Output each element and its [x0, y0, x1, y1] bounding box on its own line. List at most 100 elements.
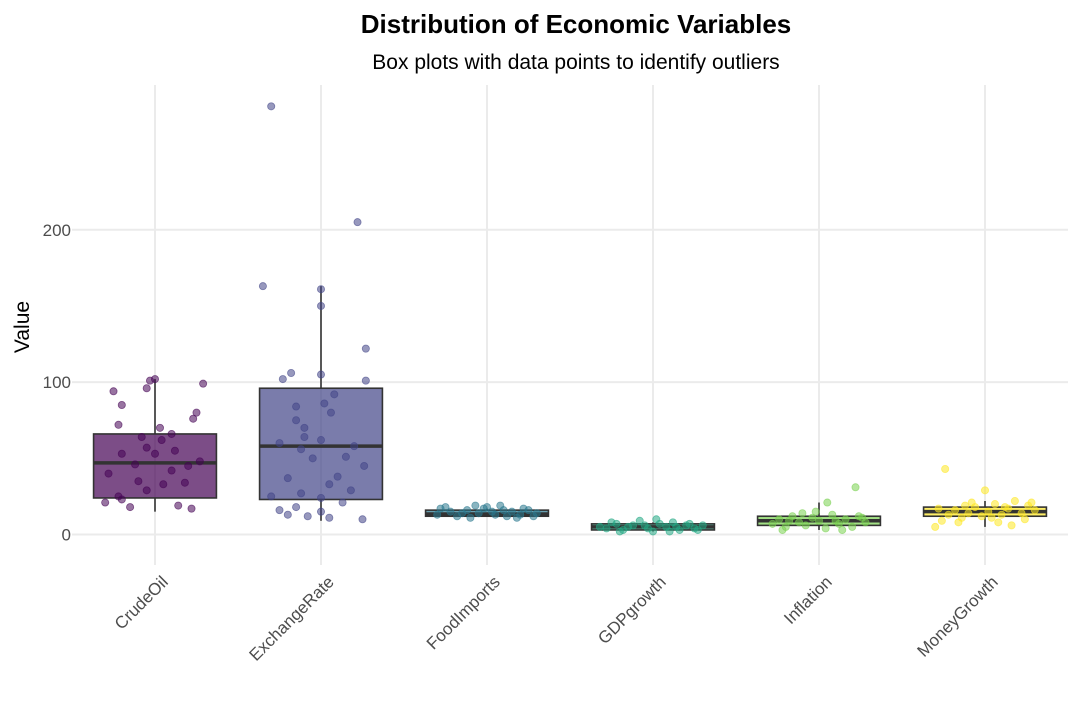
- data-point: [967, 498, 976, 507]
- data-point: [507, 507, 516, 516]
- data-point: [184, 461, 193, 470]
- data-point: [287, 368, 296, 377]
- data-point: [300, 423, 309, 432]
- data-point: [316, 436, 325, 445]
- data-point: [275, 439, 284, 448]
- data-point: [823, 498, 832, 507]
- data-point: [795, 518, 804, 527]
- data-point: [821, 524, 830, 533]
- data-point: [150, 375, 159, 384]
- chart-title: Distribution of Economic Variables: [361, 9, 792, 39]
- data-point: [775, 515, 784, 524]
- data-point: [109, 387, 118, 396]
- data-point: [446, 507, 455, 516]
- data-point: [137, 432, 146, 441]
- data-point: [1027, 498, 1036, 507]
- data-point: [300, 432, 309, 441]
- data-point: [990, 500, 999, 509]
- data-point: [1010, 496, 1019, 505]
- data-point: [961, 501, 970, 510]
- data-point: [1017, 509, 1026, 518]
- data-point: [838, 525, 847, 534]
- data-point: [808, 513, 817, 522]
- data-point: [466, 513, 475, 522]
- data-point: [635, 516, 644, 525]
- data-point: [292, 503, 301, 512]
- x-tick-label: CrudeOil: [111, 572, 172, 633]
- data-point: [479, 504, 488, 513]
- data-point: [937, 516, 946, 525]
- data-point: [316, 285, 325, 294]
- data-point: [316, 493, 325, 502]
- data-point: [283, 474, 292, 483]
- data-point: [360, 461, 369, 470]
- y-tick-label: 100: [43, 373, 71, 392]
- data-point: [649, 527, 658, 536]
- point-layer: [101, 102, 1039, 536]
- data-point: [278, 375, 287, 384]
- data-point: [931, 522, 940, 531]
- x-tick-label: GDPgrowth: [594, 572, 670, 648]
- data-point: [778, 525, 787, 534]
- data-point: [685, 519, 694, 528]
- data-point: [117, 400, 126, 409]
- data-point: [126, 503, 135, 512]
- data-point: [624, 522, 633, 531]
- data-point: [841, 515, 850, 524]
- data-point: [104, 469, 113, 478]
- data-point: [195, 457, 204, 466]
- data-point: [1007, 521, 1016, 530]
- data-point: [487, 507, 496, 516]
- data-point: [297, 445, 306, 454]
- data-point: [698, 521, 707, 530]
- data-point: [320, 399, 329, 408]
- data-point: [640, 521, 649, 530]
- data-point: [155, 423, 164, 432]
- data-point: [341, 452, 350, 461]
- data-point: [333, 472, 342, 481]
- data-point: [267, 102, 276, 111]
- data-point: [308, 454, 317, 463]
- data-point: [828, 510, 837, 519]
- box-crudeoil: [92, 433, 218, 499]
- data-point: [851, 483, 860, 492]
- data-point: [987, 513, 996, 522]
- data-point: [981, 486, 990, 495]
- data-point: [801, 521, 810, 530]
- data-point: [519, 504, 528, 513]
- data-point: [180, 478, 189, 487]
- data-point: [358, 515, 367, 524]
- data-point: [114, 420, 123, 429]
- data-point: [192, 408, 201, 417]
- x-tick-label: Inflation: [780, 572, 836, 628]
- data-point: [433, 510, 442, 519]
- data-point: [595, 522, 604, 531]
- data-point: [199, 379, 208, 388]
- data-point: [142, 443, 151, 452]
- data-point: [1030, 506, 1039, 515]
- y-tick-label: 0: [62, 526, 71, 545]
- data-point: [325, 513, 334, 522]
- data-point: [529, 512, 538, 521]
- data-point: [267, 492, 276, 501]
- data-point: [977, 512, 986, 521]
- data-point: [170, 446, 179, 455]
- data-point: [167, 429, 176, 438]
- data-point: [831, 516, 840, 525]
- data-point: [1000, 503, 1009, 512]
- box-layer: [92, 286, 1048, 532]
- data-point: [101, 498, 110, 507]
- data-point: [994, 518, 1003, 527]
- x-tick-label: ExchangeRate: [246, 572, 338, 664]
- data-point: [512, 513, 521, 522]
- data-point: [326, 408, 335, 417]
- data-point: [474, 509, 483, 518]
- y-axis-label: Value: [11, 301, 34, 353]
- data-point: [325, 480, 334, 489]
- data-point: [848, 522, 857, 531]
- data-point: [167, 466, 176, 475]
- data-point: [142, 384, 151, 393]
- data-point: [292, 416, 301, 425]
